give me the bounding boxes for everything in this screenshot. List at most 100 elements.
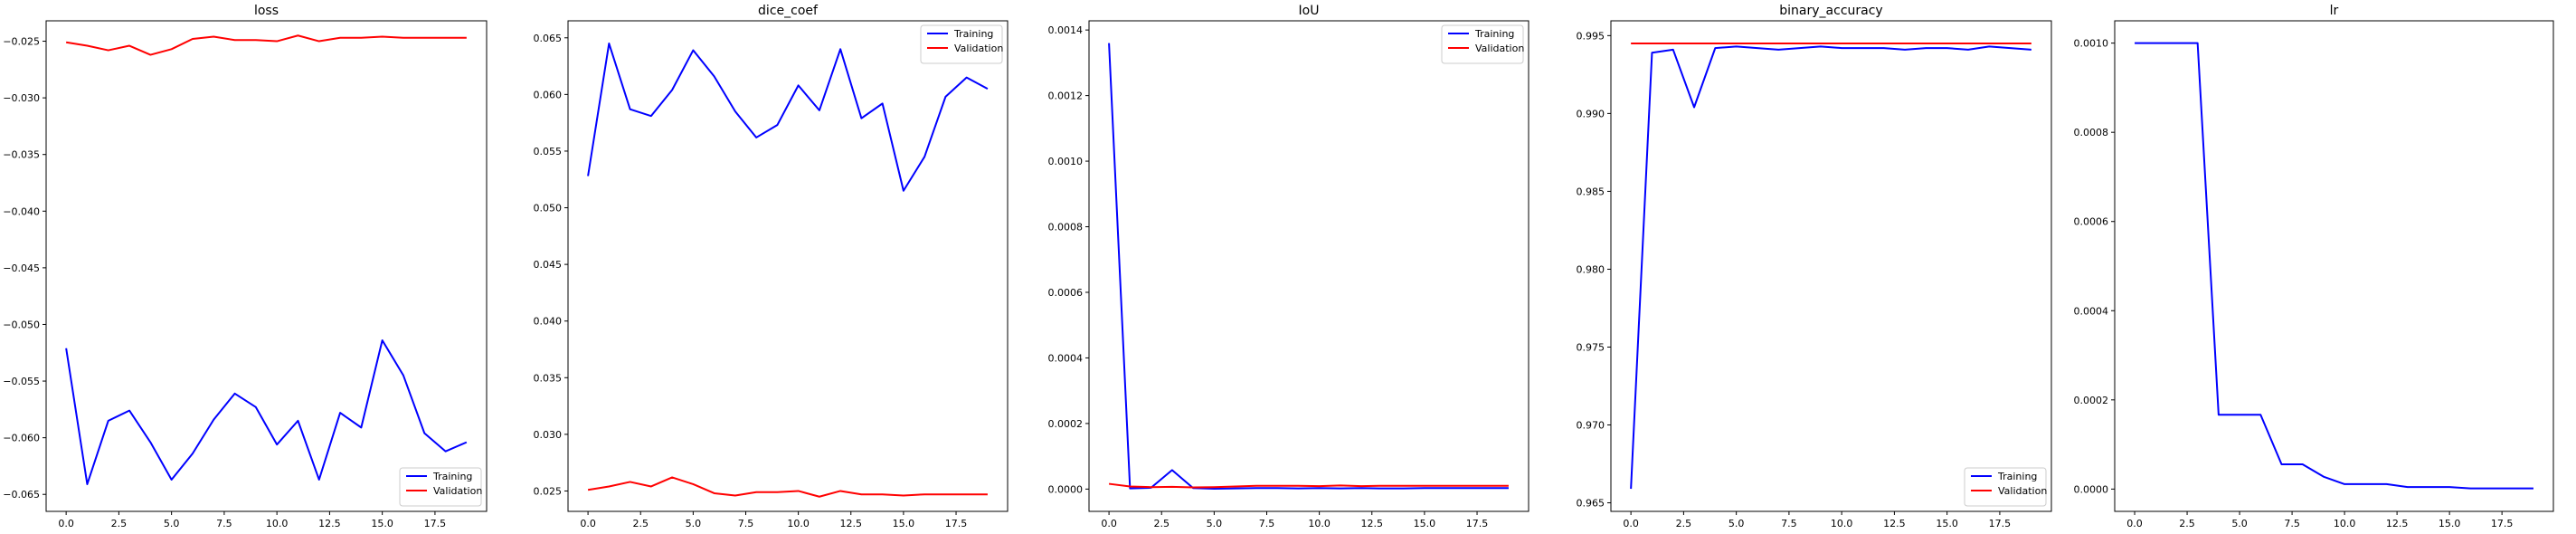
x-tick-label: 12.5	[1361, 518, 1384, 529]
y-tick-label: 0.030	[534, 429, 563, 441]
legend-label: Training	[1474, 28, 1514, 40]
y-tick-label: 0.0006	[2074, 216, 2109, 228]
y-tick-label: 0.0004	[1048, 352, 1084, 364]
legend-label: Validation	[954, 43, 1003, 54]
series-line-training	[65, 339, 468, 485]
y-tick-label: 0.0000	[2074, 483, 2109, 495]
y-tick-label: 0.060	[534, 89, 563, 100]
y-tick-label: −0.050	[3, 319, 40, 330]
legend: Training Validation	[399, 467, 482, 507]
legend-label: Training	[432, 471, 472, 482]
y-tick-label: 0.0002	[2074, 395, 2109, 406]
chart-title: binary_accuracy	[1779, 4, 1882, 18]
y-tick-label: 0.995	[1577, 30, 1605, 42]
x-tick-label: 15.0	[2439, 518, 2461, 529]
legend-label: Validation	[1475, 43, 1524, 54]
y-tick-label: 0.975	[1577, 341, 1605, 353]
plot-frame	[45, 20, 488, 512]
plot-frame	[2114, 20, 2554, 512]
y-tick-label: 0.045	[534, 259, 563, 271]
y-tick-label: 0.0002	[1048, 418, 1084, 430]
x-tick-label: 0.0	[1623, 518, 1639, 529]
y-tick-label: 0.065	[534, 33, 563, 44]
y-tick-label: 0.0010	[1048, 156, 1084, 167]
y-tick-label: −0.030	[3, 92, 40, 104]
x-tick-label: 17.5	[1466, 518, 1489, 529]
y-tick-label: 0.0014	[1048, 24, 1084, 36]
chart-panel-3: binary_accuracy 0.0 2.5 5.0 7.5 10.0 12.5 15.0 1…	[1577, 4, 2052, 529]
y-tick-label: 0.025	[534, 485, 563, 497]
y-tick-label: 0.0000	[1048, 483, 1084, 495]
series-line-validation	[1108, 482, 1509, 489]
x-tick-label: 2.5	[111, 518, 128, 529]
x-tick-label: 12.5	[840, 518, 863, 529]
y-tick-label: 0.0004	[2074, 305, 2109, 317]
chart-panel-2: IoU 0.0 2.5 5.0 7.5 10.0 12.5 15.0 17.5 0.0000 0.0…	[1048, 4, 1530, 529]
x-tick-label: 7.5	[2284, 518, 2300, 529]
y-tick-label: 0.050	[534, 203, 563, 215]
x-tick-label: 5.0	[1728, 518, 1745, 529]
y-tick-label: 0.970	[1577, 420, 1605, 432]
x-tick-label: 17.5	[945, 518, 968, 529]
x-tick-label: 10.0	[266, 518, 289, 529]
series-line-training	[587, 43, 989, 192]
y-tick-label: −0.045	[3, 262, 40, 274]
y-tick-label: 0.0008	[1048, 222, 1084, 234]
x-tick-label: 15.0	[371, 518, 393, 529]
x-tick-label: 10.0	[2334, 518, 2356, 529]
x-tick-label: 7.5	[1781, 518, 1797, 529]
x-tick-label: 17.5	[1989, 518, 2012, 529]
x-tick-label: 7.5	[216, 518, 232, 529]
legend: Training Validation	[1964, 467, 2047, 507]
x-tick-label: 15.0	[893, 518, 915, 529]
x-tick-label: 15.0	[1936, 518, 1958, 529]
x-tick-label: 5.0	[2231, 518, 2248, 529]
x-tick-label: 2.5	[1153, 518, 1170, 529]
x-tick-label: 2.5	[1676, 518, 1692, 529]
y-tick-label: 0.965	[1577, 498, 1605, 510]
y-tick-label: −0.055	[3, 376, 40, 387]
legend-label: Training	[1997, 471, 2037, 482]
y-tick-label: 0.0010	[2074, 38, 2109, 50]
x-tick-label: 17.5	[424, 518, 447, 529]
x-tick-label: 12.5	[2386, 518, 2409, 529]
y-tick-label: 0.990	[1577, 108, 1605, 119]
x-tick-label: 5.0	[164, 518, 180, 529]
y-tick-label: −0.035	[3, 149, 40, 161]
series-line-validation	[587, 476, 988, 498]
y-tick-label: 0.985	[1577, 186, 1605, 197]
legend-box	[920, 24, 1003, 64]
x-tick-label: 2.5	[2179, 518, 2195, 529]
x-tick-label: 15.0	[1414, 518, 1436, 529]
plot-frame	[1088, 20, 1530, 512]
y-tick-label: −0.040	[3, 205, 40, 217]
x-tick-label: 0.0	[1101, 518, 1117, 529]
series-line-training	[1108, 43, 1509, 490]
series-line-validation	[65, 34, 467, 56]
legend-box	[1441, 24, 1524, 64]
x-tick-label: 7.5	[1259, 518, 1275, 529]
x-tick-label: 5.0	[686, 518, 702, 529]
y-tick-label: 0.040	[534, 316, 563, 328]
legend-box	[1964, 467, 2047, 507]
chart-title: lr	[2330, 4, 2339, 18]
chart-title: loss	[254, 4, 279, 18]
x-tick-label: 7.5	[738, 518, 754, 529]
x-tick-label: 2.5	[632, 518, 649, 529]
x-tick-label: 10.0	[1308, 518, 1331, 529]
x-tick-label: 0.0	[58, 518, 74, 529]
chart-title: dice_coef	[758, 4, 819, 18]
x-tick-label: 12.5	[1883, 518, 1906, 529]
legend-label: Training	[953, 28, 993, 40]
chart-panel-0: loss 0.0 2.5 5.0 7.5 10.0 12.5 15.0 17.5 −0.065 −0…	[3, 4, 488, 529]
legend-box	[399, 467, 482, 507]
legend: Training Validation	[920, 24, 1003, 64]
chart-panel-4: lr 0.0 2.5 5.0 7.5 10.0 12.5 15.0 17.5 0.0000 0.00…	[2074, 4, 2554, 529]
y-tick-label: −0.025	[3, 36, 40, 48]
legend-label: Validation	[433, 485, 482, 497]
x-tick-label: 10.0	[787, 518, 810, 529]
x-tick-label: 0.0	[580, 518, 596, 529]
x-tick-label: 10.0	[1831, 518, 1853, 529]
y-tick-label: −0.060	[3, 433, 40, 444]
